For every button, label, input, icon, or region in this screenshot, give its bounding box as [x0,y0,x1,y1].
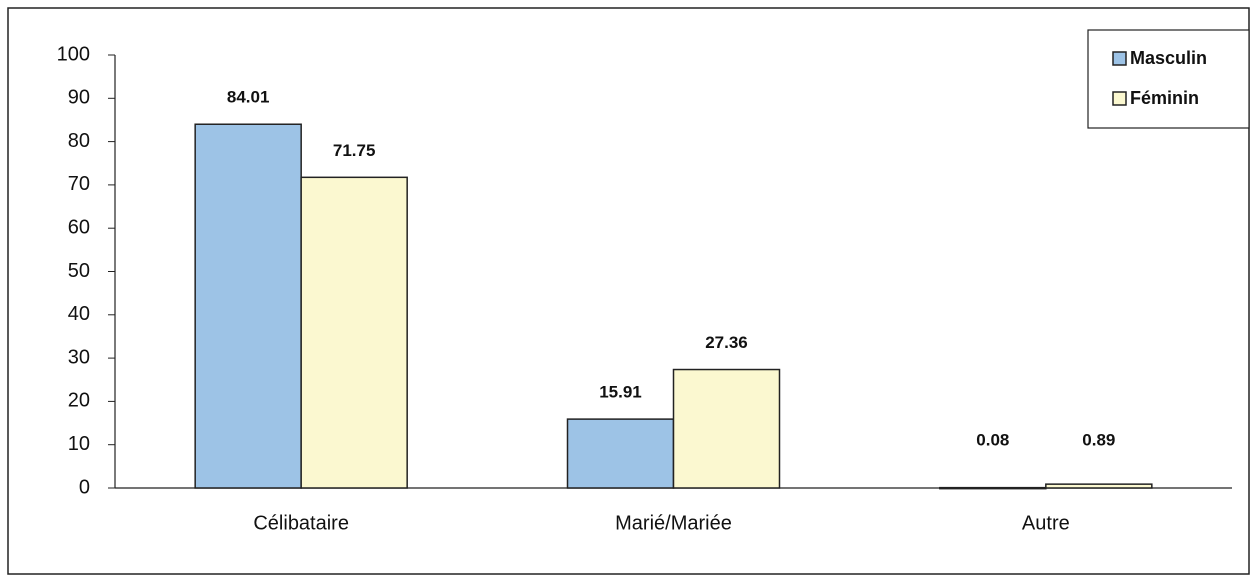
x-tick-label: Autre [1022,512,1070,534]
bar [672,368,781,489]
y-tick-label: 60 [68,216,90,238]
y-tick-label: 90 [68,87,90,109]
value-label: 71.75 [333,141,376,160]
y-tick-label: 30 [68,346,90,368]
value-label: 27.36 [705,333,748,352]
x-tick-label: Célibataire [253,512,349,534]
y-tick-label: 20 [68,390,90,412]
value-label: 0.08 [976,430,1009,449]
value-label: 15.91 [599,383,642,402]
bar [1045,483,1153,489]
value-label: 0.89 [1082,430,1115,449]
legend-swatch [1112,51,1127,66]
y-tick-label: 70 [68,173,90,195]
y-tick-label: 80 [68,130,90,152]
x-tick-label: Marié/Mariée [615,512,732,534]
chart-border [7,7,1250,575]
bar [194,123,302,489]
legend-swatch [1112,91,1127,106]
legend-box [1087,29,1250,129]
bar [300,176,408,489]
y-tick-label: 0 [79,476,90,498]
bar [939,486,1047,490]
value-label: 84.01 [227,88,270,107]
bar [566,418,675,489]
y-tick-label: 10 [68,433,90,455]
y-tick-label: 100 [57,43,90,65]
y-tick-label: 40 [68,303,90,325]
legend-label: Féminin [1130,88,1199,108]
y-tick-label: 50 [68,260,90,282]
legend-label: Masculin [1130,48,1207,68]
